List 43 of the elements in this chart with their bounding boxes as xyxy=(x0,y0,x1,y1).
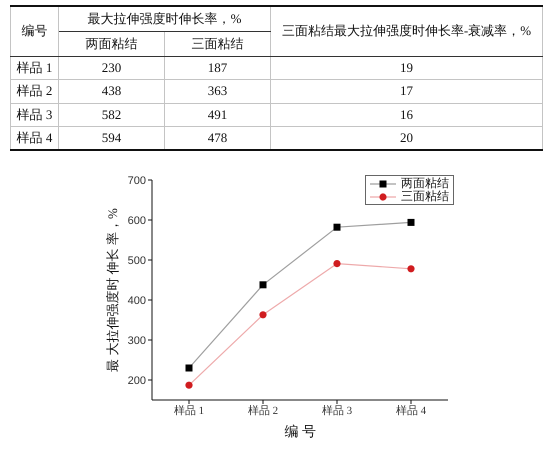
y-tick-label: 600 xyxy=(128,214,146,227)
category-label: 样品 2 xyxy=(16,83,52,98)
data-label: 363 xyxy=(164,80,270,103)
data-label: 491 xyxy=(164,103,270,126)
data-label: 438 xyxy=(58,80,164,103)
point xyxy=(334,224,340,231)
legend-label: 两面粘结 xyxy=(401,176,449,190)
point xyxy=(408,218,414,226)
point xyxy=(186,364,192,372)
data-label: 187 xyxy=(164,56,270,80)
x-tick-label: 样品 2 xyxy=(248,404,278,417)
data-label: 582 xyxy=(58,103,164,126)
y-tick-label: 500 xyxy=(128,254,146,267)
category-label: 样品 1 xyxy=(16,60,52,75)
data-label: 16 xyxy=(270,103,542,126)
y-tick-label: 700 xyxy=(128,174,146,187)
data-label: 19 xyxy=(270,56,542,80)
category-label: 样品 3 xyxy=(16,106,52,122)
point xyxy=(259,311,267,318)
point xyxy=(185,382,193,389)
x-axis-title: 编 号 xyxy=(284,424,316,440)
x-tick-label: 样品 4 xyxy=(396,404,427,417)
point xyxy=(333,260,341,268)
y-axis-title: 最 大拉伸强度时 伸长 率，% xyxy=(104,208,120,372)
y-tick-label: 300 xyxy=(128,334,146,347)
legend-label: 三面粘结 xyxy=(401,189,449,203)
y-tick-label: 200 xyxy=(128,374,146,387)
data-label: 478 xyxy=(164,126,270,150)
text: 两面粘结 xyxy=(86,36,138,50)
point xyxy=(260,281,266,288)
point xyxy=(407,265,415,272)
data-label: 230 xyxy=(58,56,164,80)
data-label: 20 xyxy=(270,126,542,150)
y-tick-label: 400 xyxy=(128,294,146,307)
x-tick-label: 样品 1 xyxy=(174,404,204,417)
x-tick-label: 样品 3 xyxy=(322,404,353,417)
legend-title: 最大拉伸强度时伸长率，% xyxy=(88,10,242,26)
text: 三面粘结最大拉伸强度时伸长率-衰减率，% xyxy=(282,23,532,38)
category-label: 样品 4 xyxy=(16,130,52,145)
text: 三面粘结 xyxy=(192,36,244,50)
text: 编号 xyxy=(22,23,48,38)
data-label: 17 xyxy=(270,80,542,103)
data-label: 594 xyxy=(58,126,164,150)
